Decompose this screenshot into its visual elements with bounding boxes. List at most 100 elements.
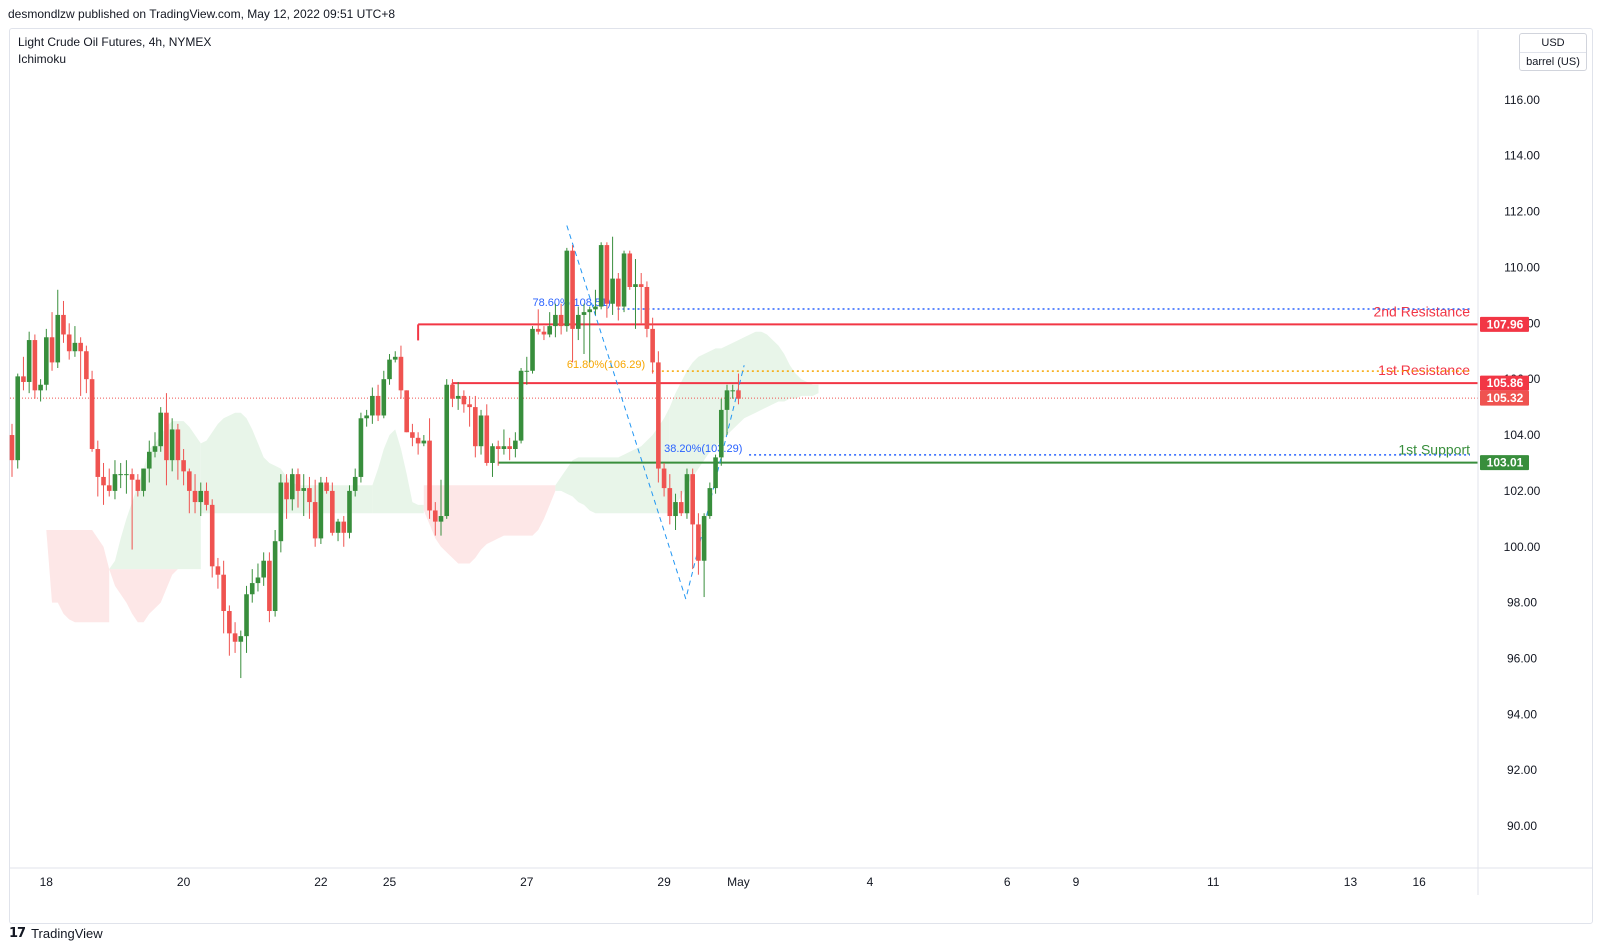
price-tick-label: 90.00 bbox=[1507, 819, 1537, 833]
candle-body bbox=[307, 488, 312, 503]
cloud-segment-5 bbox=[372, 429, 401, 514]
price-tick-label: 104.00 bbox=[1504, 428, 1541, 442]
price-tick-label: 114.00 bbox=[1504, 149, 1540, 163]
price-tick-label: 102.00 bbox=[1504, 484, 1541, 498]
currency-unit-selector[interactable]: USD barrel (US) bbox=[1519, 33, 1587, 71]
candle-body bbox=[587, 309, 593, 313]
candle-body bbox=[718, 409, 724, 458]
candle-body bbox=[570, 250, 575, 329]
candle-body bbox=[335, 521, 341, 533]
candle-body bbox=[261, 560, 266, 578]
candle-body bbox=[450, 384, 455, 399]
candle-body bbox=[318, 482, 324, 539]
candle-body bbox=[696, 524, 701, 561]
candle-body bbox=[656, 362, 661, 469]
candle-body bbox=[341, 521, 347, 533]
unit-label[interactable]: barrel (US) bbox=[1520, 52, 1586, 71]
fib-label-2: 38.20%(103.29) bbox=[664, 443, 742, 455]
brand-name: TradingView bbox=[31, 925, 103, 941]
candle-body bbox=[181, 460, 186, 472]
candle-body bbox=[736, 390, 741, 399]
candle-body bbox=[724, 390, 730, 410]
candle-body bbox=[381, 379, 387, 416]
candle-body bbox=[598, 245, 604, 307]
price-tick-label: 94.00 bbox=[1507, 707, 1537, 721]
price-tick-label: 96.00 bbox=[1507, 652, 1537, 666]
candle-body bbox=[66, 334, 72, 352]
candle-body bbox=[484, 415, 490, 463]
publish-info: desmondlzw published on TradingView.com,… bbox=[8, 7, 396, 21]
second-resistance-tag-text: 107.96 bbox=[1487, 317, 1524, 331]
candle-body bbox=[169, 429, 175, 461]
candle-body bbox=[330, 490, 335, 533]
fibonacci-levels: 78.60%(108.51)61.80%(106.29)38.20%(103.2… bbox=[533, 297, 1470, 456]
time-tick-label: 6 bbox=[1004, 875, 1011, 889]
candle-body bbox=[238, 636, 244, 642]
first-support-tag-text: 103.01 bbox=[1487, 456, 1524, 470]
second-resistance-label: 2nd Resistance bbox=[1373, 303, 1470, 319]
candle-body bbox=[490, 446, 495, 463]
candle-body bbox=[616, 278, 621, 307]
time-tick-label: 27 bbox=[520, 875, 534, 889]
candle-body bbox=[187, 471, 192, 491]
time-axis: 18 20 22 25 27 29 May 4 6 9 11 13 16 bbox=[10, 867, 1592, 889]
candle-body bbox=[524, 370, 530, 372]
candle-body bbox=[701, 516, 707, 561]
candle-body bbox=[129, 474, 135, 480]
instrument-title: Light Crude Oil Futures, 4h, NYMEX bbox=[18, 35, 212, 49]
price-tick-label: 112.00 bbox=[1504, 205, 1540, 219]
candle-body bbox=[370, 395, 375, 416]
cloud-segment-3 bbox=[200, 412, 298, 514]
candle-body bbox=[713, 457, 718, 489]
time-tick-label: 25 bbox=[383, 875, 397, 889]
candle-body bbox=[72, 342, 78, 352]
candle-body bbox=[455, 395, 461, 399]
candle-body bbox=[215, 566, 221, 575]
candle-body bbox=[78, 342, 83, 352]
candle-body bbox=[118, 474, 123, 476]
price-tick-label: 98.00 bbox=[1507, 596, 1537, 610]
candle-body bbox=[61, 314, 66, 335]
candle-body bbox=[427, 440, 432, 511]
candle-body bbox=[267, 560, 272, 612]
candle-body bbox=[55, 314, 61, 363]
candle-body bbox=[364, 415, 369, 419]
candle-body bbox=[387, 359, 392, 380]
candle-body bbox=[461, 395, 467, 405]
candle-body bbox=[175, 429, 181, 461]
candle-body bbox=[44, 337, 49, 385]
chart-frame[interactable] bbox=[9, 28, 1593, 924]
candle-body bbox=[627, 253, 633, 287]
indicator-name[interactable]: Ichimoku bbox=[18, 52, 67, 66]
candle-body bbox=[312, 502, 318, 539]
candle-body bbox=[690, 474, 695, 525]
candle-body bbox=[192, 490, 198, 503]
candle-body bbox=[558, 314, 564, 327]
candle-body bbox=[467, 404, 472, 408]
time-tick-label: 9 bbox=[1073, 875, 1080, 889]
price-tick-label: 92.00 bbox=[1507, 763, 1537, 777]
candle-body bbox=[89, 379, 95, 449]
candle-body bbox=[106, 485, 112, 491]
candle-body bbox=[678, 502, 684, 514]
last-price-tag-text: 105.32 bbox=[1487, 391, 1524, 405]
currency-label[interactable]: USD bbox=[1541, 37, 1565, 49]
candle-body bbox=[15, 376, 21, 461]
price-tick-label: 100.00 bbox=[1504, 540, 1541, 554]
trendline-0 bbox=[566, 225, 688, 603]
candle-body bbox=[495, 446, 501, 449]
candle-body bbox=[221, 574, 226, 612]
candle-body bbox=[673, 502, 678, 517]
candle-body bbox=[198, 490, 204, 503]
candle-body bbox=[49, 337, 55, 363]
candle-body bbox=[667, 488, 673, 517]
candle-body bbox=[249, 583, 255, 595]
candle-body bbox=[9, 435, 15, 461]
footer-brand[interactable]: 𝟭𝟳 TradingView bbox=[9, 925, 103, 941]
time-tick-label: 29 bbox=[657, 875, 671, 889]
candle-body bbox=[535, 328, 541, 332]
candle-body bbox=[204, 490, 209, 505]
candle-body bbox=[730, 390, 736, 392]
